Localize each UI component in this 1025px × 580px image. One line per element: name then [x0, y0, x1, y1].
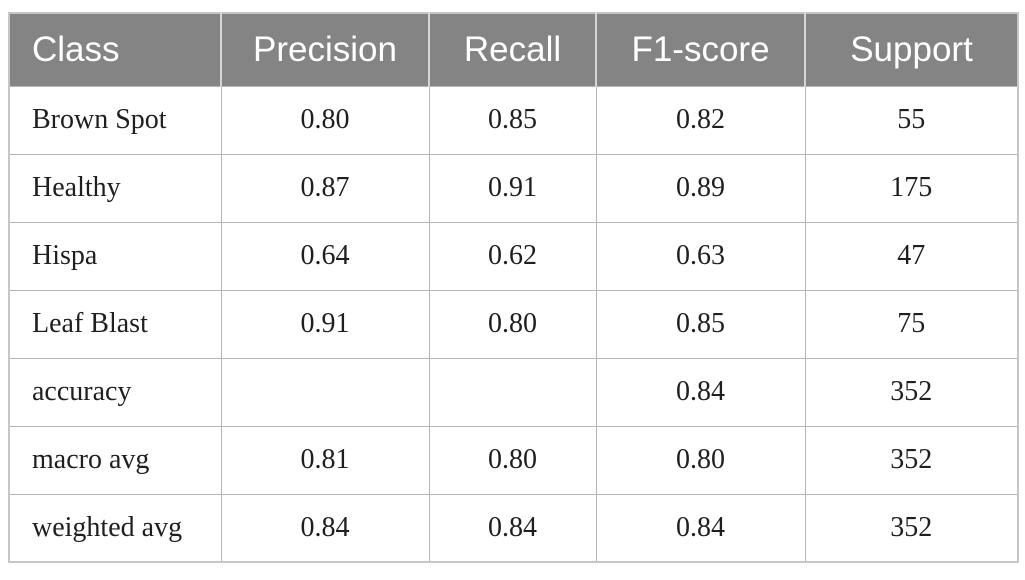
cell-class: macro avg	[8, 425, 222, 495]
column-header-class: Class	[9, 13, 221, 86]
table-row: macro avg 0.81 0.80 0.80 352	[8, 425, 1019, 495]
cell-class: Hispa	[8, 221, 222, 291]
cell-precision: 0.81	[220, 425, 430, 495]
cell-recall: 0.80	[428, 289, 597, 359]
column-header-f1-score: F1-score	[595, 13, 805, 86]
cell-support: 75	[804, 289, 1019, 359]
cell-support: 352	[804, 357, 1019, 427]
cell-recall: 0.85	[428, 85, 597, 155]
cell-precision	[220, 357, 430, 427]
cell-support: 352	[804, 425, 1019, 495]
cell-support: 175	[804, 153, 1019, 223]
cell-precision: 0.64	[220, 221, 430, 291]
cell-class: weighted avg	[8, 493, 222, 563]
table-row: Hispa 0.64 0.62 0.63 47	[8, 221, 1019, 291]
table-row: Leaf Blast 0.91 0.80 0.85 75	[8, 289, 1019, 359]
cell-class: Healthy	[8, 153, 222, 223]
cell-recall: 0.80	[428, 425, 597, 495]
cell-recall: 0.91	[428, 153, 597, 223]
cell-precision: 0.87	[220, 153, 430, 223]
column-header-recall: Recall	[428, 13, 596, 86]
cell-recall: 0.84	[428, 493, 597, 563]
header-row: Class Precision Recall F1-score Support	[9, 13, 1018, 86]
cell-support: 55	[804, 85, 1019, 155]
cell-precision: 0.91	[220, 289, 430, 359]
cell-support: 47	[804, 221, 1019, 291]
cell-f1-score: 0.63	[595, 221, 806, 291]
cell-f1-score: 0.82	[595, 85, 806, 155]
cell-f1-score: 0.85	[595, 289, 806, 359]
cell-f1-score: 0.84	[595, 357, 806, 427]
table-body: Brown Spot 0.80 0.85 0.82 55 Healthy 0.8…	[8, 85, 1019, 563]
cell-class: Leaf Blast	[8, 289, 222, 359]
table-row: weighted avg 0.84 0.84 0.84 352	[8, 493, 1019, 563]
cell-f1-score: 0.89	[595, 153, 806, 223]
table-header: Class Precision Recall F1-score Support	[9, 13, 1018, 86]
cell-precision: 0.80	[220, 85, 430, 155]
table-row: Brown Spot 0.80 0.85 0.82 55	[8, 85, 1019, 155]
classification-report-table: Class Precision Recall F1-score Support …	[8, 12, 1019, 563]
cell-class: Brown Spot	[8, 85, 222, 155]
cell-f1-score: 0.84	[595, 493, 806, 563]
cell-support: 352	[804, 493, 1019, 563]
column-header-support: Support	[804, 13, 1018, 86]
cell-f1-score: 0.80	[595, 425, 806, 495]
table-row: accuracy 0.84 352	[8, 357, 1019, 427]
table-row: Healthy 0.87 0.91 0.89 175	[8, 153, 1019, 223]
cell-recall: 0.62	[428, 221, 597, 291]
cell-recall	[428, 357, 597, 427]
cell-class: accuracy	[8, 357, 222, 427]
column-header-precision: Precision	[220, 13, 429, 86]
cell-precision: 0.84	[220, 493, 430, 563]
